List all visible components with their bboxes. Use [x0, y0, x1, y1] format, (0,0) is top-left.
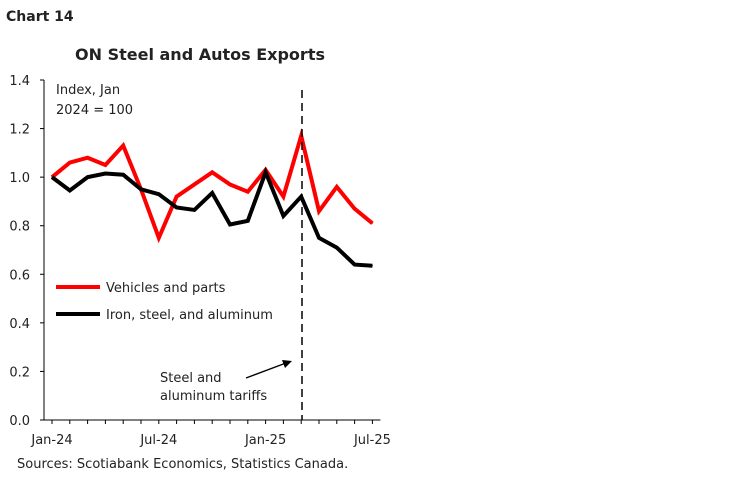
- y-tick-label: 0.2: [9, 365, 30, 380]
- series-line-0: [50, 128, 374, 244]
- data-point-0: [211, 171, 213, 173]
- y-tick-label: 0.4: [9, 317, 30, 332]
- annotation-line2: aluminum tariffs: [160, 389, 267, 404]
- data-point-1: [51, 176, 53, 178]
- data-point-0: [282, 196, 284, 198]
- data-point-1: [247, 220, 249, 222]
- data-point-0: [318, 210, 320, 212]
- data-point-1: [193, 209, 195, 211]
- data-point-1: [354, 264, 356, 266]
- data-point-1: [336, 247, 338, 249]
- data-point-0: [158, 237, 160, 239]
- data-point-1: [69, 190, 71, 191]
- y-tick-label: 0.0: [9, 414, 30, 429]
- data-point-0: [354, 208, 356, 210]
- y-tick-label: 0.8: [9, 220, 30, 235]
- legend-label-iron-steel: Iron, steel, and aluminum: [106, 308, 273, 323]
- x-tick-label: Jan-24: [30, 433, 72, 448]
- y-tick-label: 1.4: [9, 74, 30, 89]
- data-point-0: [69, 162, 71, 164]
- source-note: Sources: Scotiabank Economics, Statistic…: [17, 457, 348, 472]
- data-point-0: [336, 186, 338, 188]
- data-point-0: [371, 222, 373, 224]
- data-point-1: [87, 176, 89, 178]
- y-tick-label: 1.2: [9, 123, 30, 138]
- data-point-0: [87, 157, 89, 159]
- chart-title: ON Steel and Autos Exports: [75, 45, 325, 64]
- series-line-1: [50, 166, 373, 268]
- data-point-1: [158, 193, 160, 195]
- data-point-0: [247, 191, 249, 193]
- data-point-0: [176, 196, 178, 198]
- annotation-arrow: [245, 362, 287, 379]
- data-point-0: [122, 145, 124, 147]
- y-tick-label: 0.6: [9, 268, 30, 283]
- data-point-0: [229, 183, 231, 185]
- y-tick-label: 1.0: [9, 171, 30, 186]
- chart-label: Chart 14: [6, 9, 74, 25]
- arrow-head-icon: [282, 360, 292, 368]
- data-point-1: [265, 171, 267, 173]
- data-point-0: [104, 164, 106, 166]
- x-tick-label: Jul-24: [139, 433, 177, 448]
- data-point-0: [193, 183, 195, 185]
- annotation-line1: Steel and: [160, 371, 222, 386]
- data-point-1: [371, 265, 373, 267]
- data-point-1: [104, 173, 106, 174]
- y-axis-label-line2: 2024 = 100: [56, 103, 133, 118]
- x-tick-label: Jul-25: [353, 433, 391, 448]
- data-point-1: [318, 237, 320, 239]
- data-point-1: [122, 174, 124, 176]
- y-axis-label-line1: Index, Jan: [56, 83, 120, 98]
- data-point-1: [282, 215, 284, 217]
- legend-label-vehicles: Vehicles and parts: [106, 281, 226, 296]
- data-point-1: [140, 188, 142, 190]
- data-point-1: [211, 192, 213, 194]
- data-point-1: [229, 224, 231, 225]
- x-tick-label: Jan-25: [244, 433, 286, 448]
- data-point-1: [176, 207, 178, 208]
